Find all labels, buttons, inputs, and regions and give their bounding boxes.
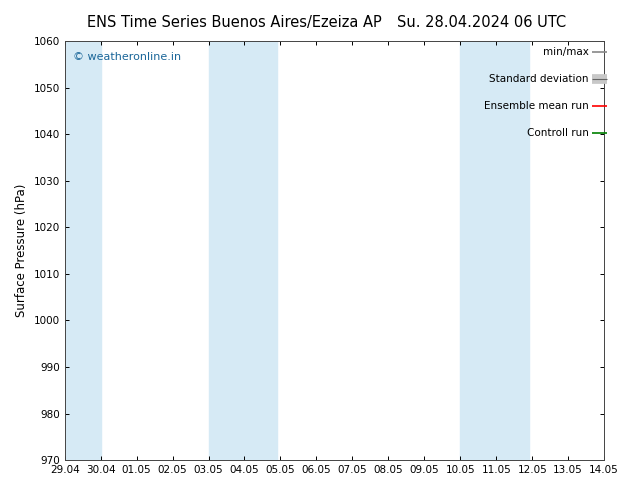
Text: Controll run: Controll run <box>527 128 588 138</box>
Bar <box>65 41 101 460</box>
Bar <box>209 41 277 460</box>
Text: Ensemble mean run: Ensemble mean run <box>484 101 588 111</box>
Text: ENS Time Series Buenos Aires/Ezeiza AP: ENS Time Series Buenos Aires/Ezeiza AP <box>87 15 382 30</box>
Text: © weatheronline.in: © weatheronline.in <box>73 51 181 62</box>
Y-axis label: Surface Pressure (hPa): Surface Pressure (hPa) <box>15 184 28 318</box>
Text: min/max: min/max <box>543 47 588 56</box>
Text: Standard deviation: Standard deviation <box>489 74 588 84</box>
Bar <box>460 41 529 460</box>
Text: Su. 28.04.2024 06 UTC: Su. 28.04.2024 06 UTC <box>398 15 566 30</box>
